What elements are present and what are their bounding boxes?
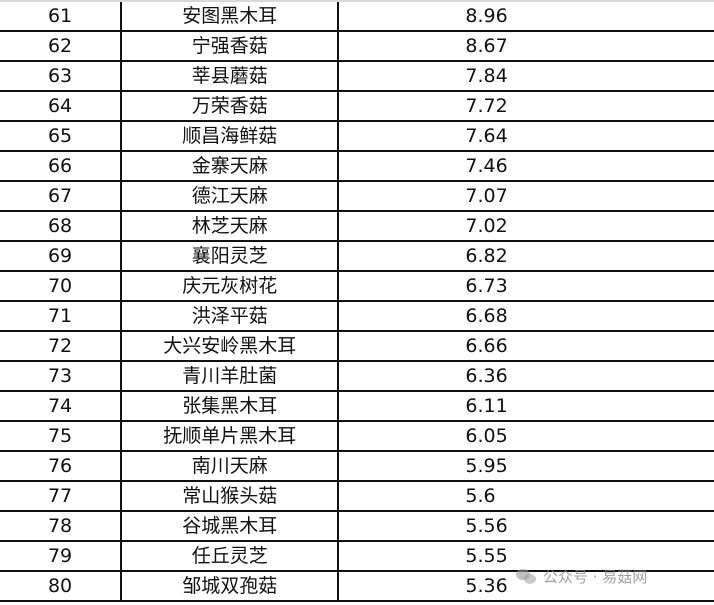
rank-cell: 61 bbox=[0, 2, 123, 32]
table-row: 69 襄阳灵芝 6.82 bbox=[0, 241, 714, 272]
rank-cell: 78 bbox=[0, 511, 123, 542]
table-row: 63 莘县蘑菇 7.84 bbox=[0, 61, 714, 92]
name-cell: 宁强香菇 bbox=[121, 31, 340, 62]
value-cell: 7.84 bbox=[338, 61, 714, 92]
value-cell: 6.66 bbox=[338, 331, 714, 362]
watermark-text: 公众号 · 易菇网 bbox=[543, 568, 648, 586]
table-row: 76 南川天麻 5.95 bbox=[0, 451, 714, 482]
rank-cell: 62 bbox=[0, 31, 123, 62]
table-row: 65 顺昌海鲜菇 7.64 bbox=[0, 121, 714, 152]
value-cell: 7.46 bbox=[338, 151, 714, 182]
rank-cell: 63 bbox=[0, 61, 123, 92]
watermark: 公众号 · 易菇网 bbox=[516, 566, 647, 587]
table-row: 77 常山猴头菇 5.6 bbox=[0, 481, 714, 512]
top-border bbox=[0, 0, 714, 2]
table-row: 80 邹城双孢菇 5.36 bbox=[0, 571, 714, 602]
value-cell: 8.96 bbox=[338, 2, 714, 32]
table-row: 66 金寨天麻 7.46 bbox=[0, 151, 714, 182]
name-cell: 万荣香菇 bbox=[121, 91, 340, 122]
name-cell: 常山猴头菇 bbox=[121, 481, 340, 512]
table-row: 70 庆元灰树花 6.73 bbox=[0, 271, 714, 302]
name-cell: 南川天麻 bbox=[121, 451, 340, 482]
name-cell: 庆元灰树花 bbox=[121, 271, 340, 302]
value-cell: 6.73 bbox=[338, 271, 714, 302]
name-cell: 邹城双孢菇 bbox=[121, 571, 340, 602]
table-row: 62 宁强香菇 8.67 bbox=[0, 31, 714, 62]
value-cell: 6.68 bbox=[338, 301, 714, 332]
rank-cell: 71 bbox=[0, 301, 123, 332]
rank-cell: 77 bbox=[0, 481, 123, 512]
name-cell: 莘县蘑菇 bbox=[121, 61, 340, 92]
value-cell: 5.6 bbox=[338, 481, 714, 512]
value-cell: 7.07 bbox=[338, 181, 714, 212]
table-row: 74 张集黑木耳 6.11 bbox=[0, 391, 714, 422]
table-row: 61 安图黑木耳 8.96 bbox=[0, 2, 714, 32]
table-row: 71 洪泽平菇 6.68 bbox=[0, 301, 714, 332]
table-row: 78 谷城黑木耳 5.56 bbox=[0, 511, 714, 542]
rank-cell: 69 bbox=[0, 241, 123, 272]
rank-cell: 67 bbox=[0, 181, 123, 212]
rank-cell: 80 bbox=[0, 571, 123, 602]
name-cell: 德江天麻 bbox=[121, 181, 340, 212]
value-cell: 6.36 bbox=[338, 361, 714, 392]
name-cell: 张集黑木耳 bbox=[121, 391, 340, 422]
value-cell: 8.67 bbox=[338, 31, 714, 62]
value-cell: 5.56 bbox=[338, 511, 714, 542]
table-row: 73 青川羊肚菌 6.36 bbox=[0, 361, 714, 392]
value-cell: 6.11 bbox=[338, 391, 714, 422]
name-cell: 林芝天麻 bbox=[121, 211, 340, 242]
rank-cell: 75 bbox=[0, 421, 123, 452]
name-cell: 金寨天麻 bbox=[121, 151, 340, 182]
name-cell: 顺昌海鲜菇 bbox=[121, 121, 340, 152]
table-row: 68 林芝天麻 7.02 bbox=[0, 211, 714, 242]
value-cell: 7.02 bbox=[338, 211, 714, 242]
name-cell: 襄阳灵芝 bbox=[121, 241, 340, 272]
name-cell: 抚顺单片黑木耳 bbox=[121, 421, 340, 452]
table-row: 67 德江天麻 7.07 bbox=[0, 181, 714, 212]
name-cell: 安图黑木耳 bbox=[121, 2, 340, 32]
table-row: 72 大兴安岭黑木耳 6.66 bbox=[0, 331, 714, 362]
rank-cell: 68 bbox=[0, 211, 123, 242]
name-cell: 大兴安岭黑木耳 bbox=[121, 331, 340, 362]
name-cell: 洪泽平菇 bbox=[121, 301, 340, 332]
rank-cell: 76 bbox=[0, 451, 123, 482]
rank-cell: 64 bbox=[0, 91, 123, 122]
value-cell: 6.05 bbox=[338, 421, 714, 452]
value-cell: 6.82 bbox=[338, 241, 714, 272]
value-cell: 7.64 bbox=[338, 121, 714, 152]
rank-cell: 65 bbox=[0, 121, 123, 152]
rank-cell: 70 bbox=[0, 271, 123, 302]
table-row: 75 抚顺单片黑木耳 6.05 bbox=[0, 421, 714, 452]
rank-cell: 79 bbox=[0, 541, 123, 572]
rank-cell: 73 bbox=[0, 361, 123, 392]
wechat-icon bbox=[516, 568, 538, 585]
name-cell: 任丘灵芝 bbox=[121, 541, 340, 572]
table-row: 64 万荣香菇 7.72 bbox=[0, 91, 714, 122]
value-cell: 5.95 bbox=[338, 451, 714, 482]
rank-cell: 72 bbox=[0, 331, 123, 362]
rank-cell: 66 bbox=[0, 151, 123, 182]
rank-cell: 74 bbox=[0, 391, 123, 422]
value-cell: 7.72 bbox=[338, 91, 714, 122]
name-cell: 青川羊肚菌 bbox=[121, 361, 340, 392]
name-cell: 谷城黑木耳 bbox=[121, 511, 340, 542]
